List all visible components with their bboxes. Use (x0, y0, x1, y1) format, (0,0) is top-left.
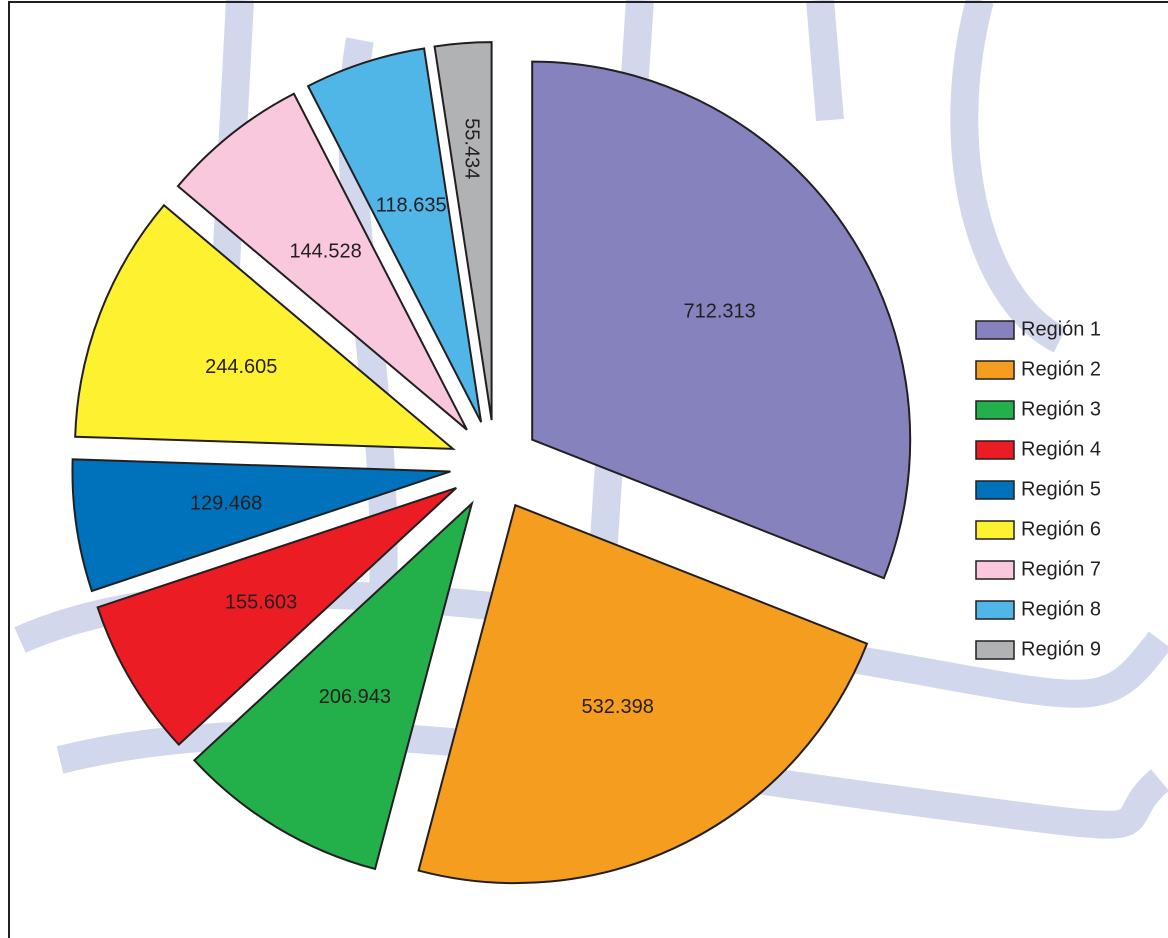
legend-label: Región 7 (1021, 558, 1101, 580)
data-label: 155.603 (225, 592, 297, 614)
data-label: 129.468 (190, 492, 262, 514)
legend-label: Región 8 (1021, 598, 1101, 620)
legend-swatch (976, 441, 1014, 459)
legend-label: Región 3 (1021, 398, 1101, 420)
legend-swatch (976, 361, 1014, 379)
chart: 712.313 532.398 206.943 155.603 129.468 244.6… (0, 0, 1168, 938)
legend-label: Región 9 (1021, 638, 1101, 660)
data-label: 118.635 (376, 195, 447, 217)
legend-swatch (976, 401, 1014, 419)
legend-swatch (976, 521, 1014, 539)
data-label: 712.313 (684, 300, 756, 322)
data-label: 206.943 (319, 686, 391, 708)
legend-swatch (976, 321, 1014, 339)
legend-label: Región 4 (1021, 438, 1101, 460)
legend-label: Región 6 (1021, 518, 1101, 540)
data-label: 532.398 (582, 696, 654, 718)
data-label: 55.434 (461, 118, 483, 179)
legend-swatch (976, 561, 1014, 579)
legend-label: Región 1 (1021, 318, 1101, 340)
legend-swatch (976, 481, 1014, 499)
legend-swatch (976, 641, 1014, 659)
legend-label: Región 5 (1021, 478, 1101, 500)
data-label: 244.605 (205, 356, 277, 378)
legend-label: Región 2 (1021, 358, 1101, 380)
data-label: 144.528 (289, 241, 361, 263)
pie-slice (419, 505, 867, 883)
legend-swatch (976, 601, 1014, 619)
